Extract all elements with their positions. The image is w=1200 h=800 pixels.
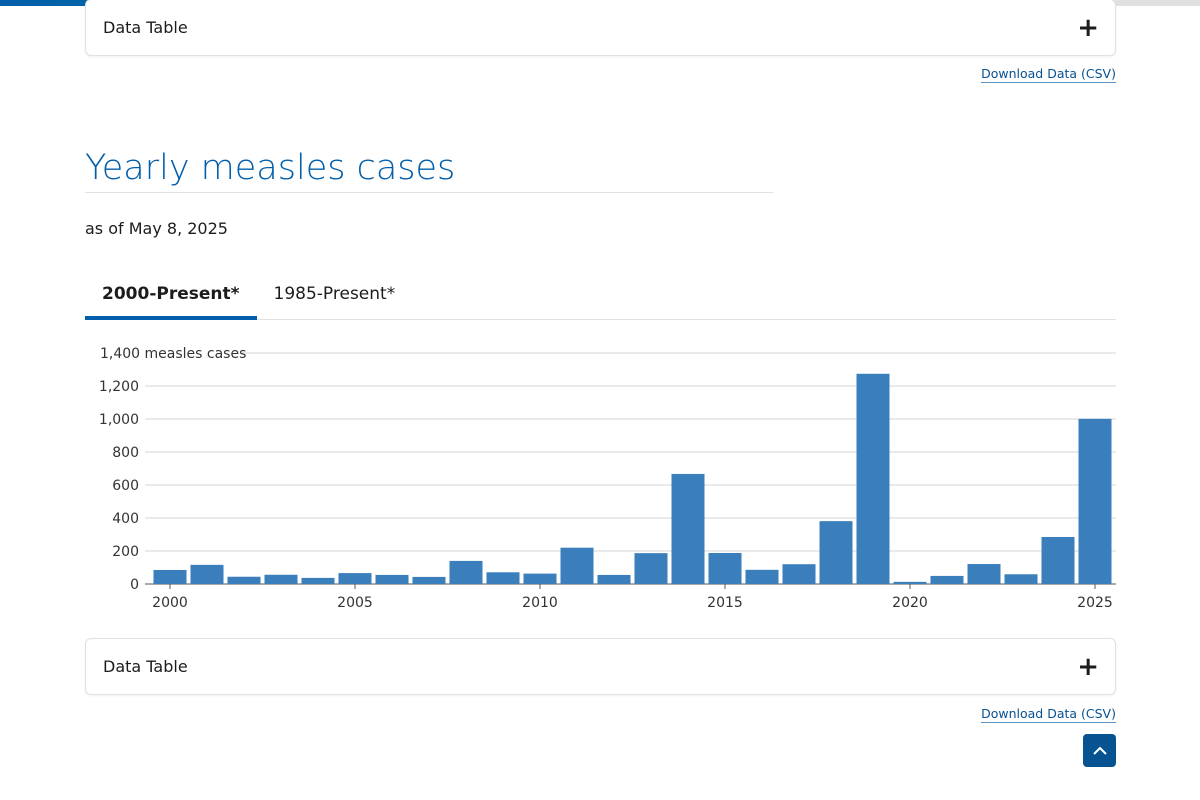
bar-2019 [856, 373, 890, 584]
section-title: Yearly measles cases [85, 148, 773, 193]
bar-2013 [634, 553, 668, 584]
bar-2005 [338, 573, 372, 584]
bar-2018 [819, 521, 853, 584]
back-to-top-button[interactable] [1083, 734, 1116, 767]
bar-2025 [1078, 418, 1112, 584]
bar-2008 [449, 560, 483, 584]
y-tick-label: 600 [112, 478, 139, 494]
bar-2024 [1041, 536, 1075, 584]
y-tick-label: 800 [112, 445, 139, 461]
range-tabs: 2000-Present* 1985-Present* [85, 270, 1116, 320]
bar-2011 [560, 547, 594, 584]
bar-2014 [671, 473, 705, 584]
x-tick-label: 2010 [522, 595, 558, 611]
y-tick-label: 1,000 [99, 412, 139, 428]
bar-2003 [264, 574, 298, 584]
accordion-label: Data Table [103, 18, 188, 37]
bar-2017 [782, 564, 816, 584]
download-csv-link-top[interactable]: Download Data (CSV) [981, 66, 1116, 83]
bar-2001 [190, 564, 224, 584]
bar-2002 [227, 576, 261, 584]
y-tick-label: 1,400 measles cases [100, 346, 246, 362]
y-tick-label: 1,200 [99, 379, 139, 395]
bar-2023 [1004, 574, 1038, 584]
y-tick-label: 200 [112, 544, 139, 560]
bar-2020 [893, 581, 927, 584]
bar-2004 [301, 577, 335, 584]
plus-icon: + [1077, 651, 1099, 682]
bar-2000 [153, 569, 187, 584]
tab-1985-present[interactable]: 1985-Present* [273, 284, 396, 304]
x-tick-label: 2020 [892, 595, 928, 611]
chevron-up-icon [1092, 746, 1107, 755]
data-table-accordion[interactable]: Data Table + [85, 638, 1116, 695]
bar-2009 [486, 572, 520, 584]
y-tick-label: 0 [130, 577, 139, 593]
bar-2012 [597, 574, 631, 584]
y-tick-label: 400 [112, 511, 139, 527]
x-tick-label: 2000 [152, 595, 188, 611]
download-csv-link[interactable]: Download Data (CSV) [981, 706, 1116, 723]
measles-bar-chart: 0 200 400 600 800 1,000 1,200 1,400 measles cas… [99, 346, 1116, 611]
bar-2006 [375, 574, 409, 584]
x-tick-label: 2015 [707, 595, 743, 611]
bar-2007 [412, 576, 446, 584]
as-of-date: as of May 8, 2025 [85, 219, 228, 238]
accordion-label: Data Table [103, 657, 188, 676]
bar-2022 [967, 564, 1001, 584]
bar-2016 [745, 569, 779, 584]
bar-2010 [523, 573, 557, 584]
plus-icon: + [1077, 12, 1099, 43]
data-table-accordion-top[interactable]: Data Table + [85, 0, 1116, 56]
x-tick-label: 2005 [337, 595, 373, 611]
bar-2021 [930, 575, 964, 584]
x-tick-label: 2025 [1077, 595, 1113, 611]
bar-2015 [708, 552, 742, 584]
tab-2000-present[interactable]: 2000-Present* [85, 270, 257, 320]
